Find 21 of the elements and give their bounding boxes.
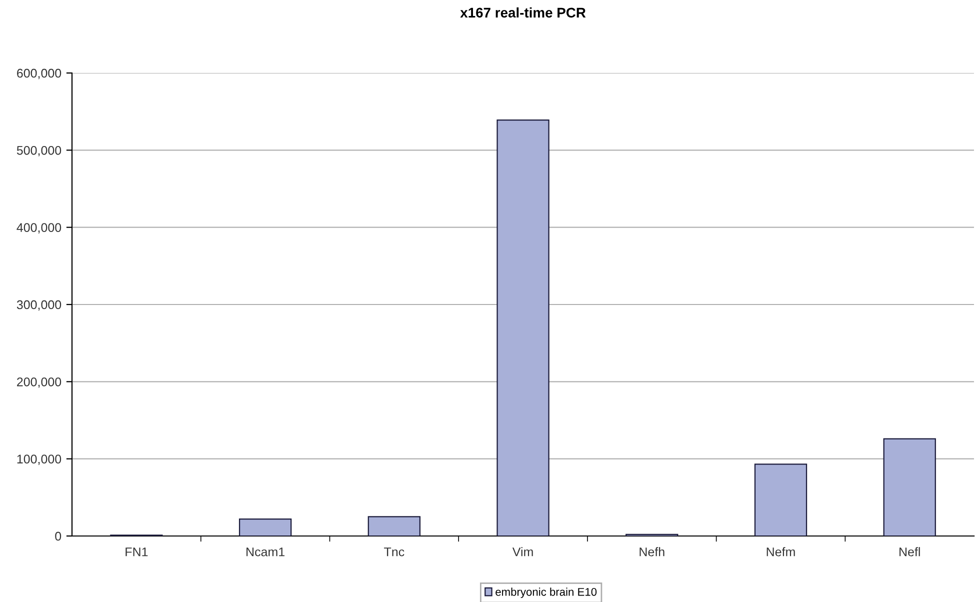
x-tick-label: FN1	[126, 548, 148, 556]
x-tick-label: Nefl	[900, 547, 920, 556]
bar	[368, 516, 420, 536]
bar	[754, 464, 808, 536]
y-tick-label: 400,000	[16, 223, 62, 234]
x-tick-label: Nefm	[766, 547, 795, 556]
y-tick-label: 300,000	[16, 300, 62, 311]
bar	[883, 438, 936, 536]
x-tick-label: Tnc	[384, 548, 404, 556]
y-tick-label: 0	[55, 532, 62, 541]
chart-title: x167 real-time PCR	[460, 7, 586, 18]
x-tick-label: Vim	[512, 547, 533, 556]
x-tick-label: Nefh	[640, 547, 664, 556]
bar	[496, 120, 550, 536]
bar	[238, 518, 292, 536]
legend-label: embryonic brain E10	[496, 588, 597, 598]
y-tick-label: 600,000	[17, 68, 62, 80]
y-tick-label: 500,000	[16, 146, 62, 156]
y-tick-label: 100,000	[17, 454, 62, 465]
x-tick-label: Ncam1	[246, 548, 284, 556]
y-tick-label: 200,000	[17, 377, 62, 388]
